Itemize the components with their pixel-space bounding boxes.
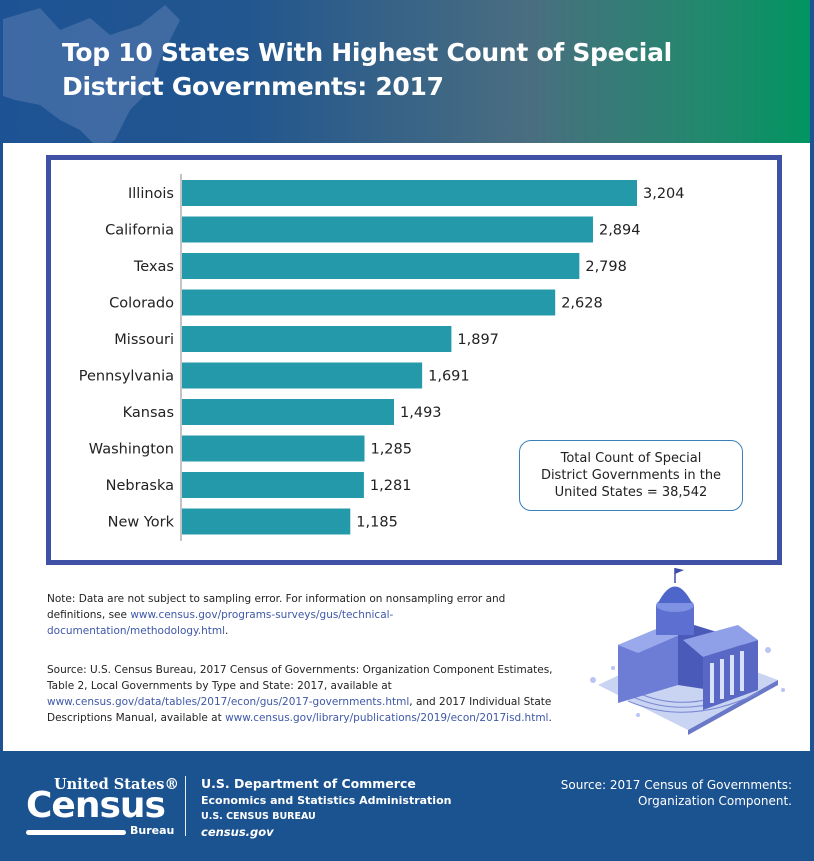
bar-new-york — [182, 508, 351, 535]
chart-panel: Illinois 3,204 California 2,894 Texas 2,798 Co… — [46, 155, 782, 565]
note-body: Note: Data are not subject to sampling e… — [47, 593, 506, 621]
header-banner: Top 10 States With Highest Count of Spec… — [0, 0, 814, 143]
bar-kansas — [182, 399, 395, 425]
value-label: 2,894 — [599, 223, 641, 239]
bar-texas — [182, 253, 580, 279]
state-label: Illinois — [128, 186, 174, 202]
page-title: Top 10 States With Highest Count of Spec… — [62, 38, 672, 101]
logo-census: Census — [26, 785, 166, 826]
bar-pennsylvania — [182, 362, 423, 389]
us-map-graphic — [0, 5, 180, 143]
department-info: U.S. Department of Commerce Economics an… — [201, 775, 451, 841]
bar-illinois — [182, 180, 637, 206]
bar-colorado — [182, 289, 556, 316]
bar-chart: Illinois 3,204 California 2,894 Texas 2,798 Co… — [79, 174, 685, 541]
source-body-1: Source: U.S. Census Bureau, 2017 Census … — [47, 664, 553, 692]
value-label: 1,691 — [428, 369, 470, 385]
bar-missouri — [182, 326, 452, 352]
total-line-3: United States = 38,542 — [554, 485, 708, 500]
frame-left-border — [0, 0, 3, 861]
state-label: New York — [108, 515, 175, 531]
logo-united-states: United States® — [54, 776, 179, 793]
state-label: Missouri — [114, 332, 174, 348]
value-label: 1,185 — [356, 515, 398, 531]
state-label: Pennsylvania — [79, 369, 174, 385]
note-end: . — [225, 625, 229, 637]
frame-right-border — [810, 0, 814, 861]
bar-washington — [182, 435, 365, 462]
logo-underline — [26, 830, 126, 835]
state-label: Colorado — [109, 296, 174, 312]
value-label: 2,798 — [585, 259, 627, 275]
source-end: . — [548, 712, 552, 724]
isd-manual-link[interactable]: www.census.gov/library/publications/2019… — [225, 712, 549, 724]
census-bureau-logo[interactable]: United States® Census Bureau — [22, 776, 179, 840]
total-count-callout: Total Count of Special District Governme… — [519, 440, 743, 511]
value-label: 2,628 — [561, 296, 603, 312]
note-text: Note: Data are not subject to sampling e… — [47, 591, 537, 639]
governments-table-link[interactable]: www.census.gov/data/tables/2017/econ/gus… — [47, 696, 410, 708]
source-body-2: , and 2017 Individual State Descriptions… — [47, 696, 552, 724]
state-label: Texas — [133, 259, 174, 275]
value-label: 3,204 — [643, 186, 685, 202]
footer-divider — [185, 776, 186, 836]
value-label: 1,285 — [370, 442, 412, 458]
methodology-link[interactable]: www.census.gov/programs-surveys/gus/tech… — [47, 609, 394, 637]
total-line-1: Total Count of Special — [560, 451, 702, 466]
footer: United States® Census Bureau U.S. Depart… — [0, 751, 814, 861]
value-label: 1,897 — [457, 332, 499, 348]
state-label: California — [105, 223, 174, 239]
total-line-2: District Governments in the — [540, 468, 722, 483]
capitol-building-illustration — [590, 568, 785, 735]
value-label: 1,281 — [370, 478, 412, 494]
dept-commerce: U.S. Department of Commerce — [201, 776, 416, 791]
state-label: Kansas — [123, 405, 174, 421]
footer-source: Source: 2017 Census of Governments: Orga… — [512, 777, 792, 809]
state-label: Nebraska — [106, 478, 174, 494]
bar-nebraska — [182, 472, 364, 498]
footer-source-line-2: Organization Component. — [637, 794, 792, 808]
census-gov-link[interactable]: census.gov — [201, 825, 274, 839]
source-text: Source: U.S. Census Bureau, 2017 Census … — [47, 662, 577, 726]
bar-california — [182, 216, 593, 243]
state-label: Washington — [89, 442, 174, 458]
logo-bureau: Bureau — [130, 824, 175, 837]
dept-census-bureau: U.S. CENSUS BUREAU — [201, 811, 316, 822]
footer-source-line-1: Source: 2017 Census of Governments: — [560, 778, 792, 792]
dept-esa: Economics and Statistics Administration — [201, 794, 452, 807]
value-label: 1,493 — [400, 405, 442, 421]
